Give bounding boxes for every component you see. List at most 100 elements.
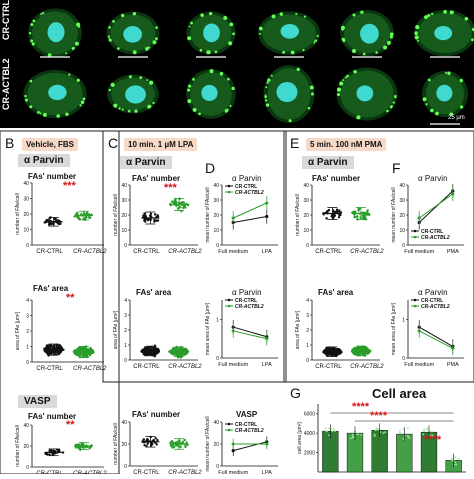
nucleus [203, 23, 220, 43]
focal-adhesion-dot [134, 109, 138, 113]
data-point-actbl2 [180, 201, 184, 205]
data-point-ctrl [143, 212, 146, 215]
y-tick-label: 4 [306, 298, 309, 304]
data-point-ctrl [332, 215, 335, 219]
y-tick-label: 0 [216, 464, 219, 470]
bar-point [454, 456, 456, 459]
bar-point [422, 433, 425, 436]
focal-adhesion-dot [302, 48, 305, 51]
series-point-actbl2 [417, 216, 422, 220]
focal-adhesion-dot [24, 94, 27, 98]
legend-label-ctrl: CR-CTRL [235, 298, 257, 304]
bar-point [334, 430, 336, 433]
micrograph-cell [336, 67, 398, 121]
focal-adhesion-dot [460, 105, 464, 109]
focal-adhesion-dot [282, 50, 286, 54]
focal-adhesion-dot [265, 99, 268, 102]
y-tick-label: 20 [23, 212, 29, 218]
focal-adhesion-dot [387, 42, 390, 45]
bar-point [430, 430, 433, 433]
focal-adhesion-dot [65, 52, 68, 55]
panel-b-frame [0, 130, 120, 475]
y-tick-label: 0 [124, 358, 127, 364]
protein-b-alpha: α Parvin [18, 154, 70, 167]
data-point-actbl2 [81, 352, 85, 356]
focal-adhesion-dot [264, 94, 267, 97]
y-axis-label: mean number of FAs/cell [205, 416, 211, 471]
series-point-actbl2 [417, 328, 422, 333]
y-axis-label: area of FAs [µm²] [295, 310, 301, 349]
micrograph-cell [414, 9, 474, 58]
focal-adhesion-dot [219, 71, 224, 76]
focal-adhesion-dot [108, 26, 111, 29]
y-tick-label: 30 [303, 198, 309, 204]
legend-label-ctrl: CR-CTRL [421, 229, 443, 235]
y-tick-label: 6000 [304, 412, 315, 418]
data-point-ctrl [336, 210, 339, 213]
legend-marker-actbl2 [228, 305, 231, 308]
data-point-ctrl [59, 222, 62, 225]
panel-letter-c: C [108, 135, 119, 151]
focal-adhesion-dot [449, 10, 454, 15]
y-tick-label: 30 [399, 198, 405, 204]
data-point-ctrl [335, 353, 339, 356]
y-tick-label: 20 [121, 213, 127, 219]
data-point-ctrl [329, 349, 332, 352]
focal-adhesion-dot [342, 79, 345, 82]
data-point-actbl2 [170, 200, 174, 204]
focal-adhesion-dot [232, 32, 235, 36]
data-point-actbl2 [84, 215, 88, 219]
series-point-actbl2 [231, 328, 236, 333]
series-line [233, 326, 267, 338]
focal-adhesion-dot [29, 79, 33, 83]
data-point-ctrl [152, 347, 156, 351]
bar-point [377, 427, 380, 430]
data-point-ctrl [151, 442, 154, 446]
nucleus [47, 22, 65, 43]
data-point-ctrl [334, 348, 337, 352]
data-point-ctrl [150, 351, 153, 355]
bar-point [384, 431, 387, 434]
data-point-ctrl [58, 351, 61, 354]
focal-adhesion-dot [65, 112, 69, 116]
y-axis-label: mean number of FAs/cell [391, 187, 397, 242]
focal-adhesion-dot [71, 47, 75, 50]
legend-label-actbl2: CR-ACTBL2 [421, 304, 450, 310]
x-label-actbl2: CR-ACTBL2 [168, 249, 202, 255]
micrograph-cell [106, 11, 160, 58]
nucleus [356, 85, 374, 102]
bar-point [351, 436, 354, 439]
focal-adhesion-dot [76, 78, 80, 82]
focal-adhesion-dot [344, 76, 347, 79]
focal-adhesion-dot [303, 15, 307, 18]
y-tick-label: 20 [399, 213, 405, 219]
focal-adhesion-dot [112, 19, 115, 23]
bar-point [375, 427, 378, 430]
data-point-actbl2 [367, 213, 371, 217]
focal-adhesion-dot [206, 50, 211, 55]
bar-point [326, 430, 328, 433]
legend-marker-actbl2 [228, 429, 231, 432]
y-tick-label: 40 [23, 181, 29, 187]
sig-g-1: **** [352, 401, 370, 413]
x-label-ctrl: CR-CTRL [133, 470, 160, 474]
y-tick-label: 2 [124, 328, 127, 334]
panel-letter-f: F [392, 160, 401, 176]
focal-adhesion-dot [422, 97, 427, 102]
y-tick-label: 20 [303, 213, 309, 219]
sig-c-number: *** [164, 182, 177, 194]
focal-adhesion-dot [147, 105, 151, 109]
x-label-ctrl: CR-CTRL [133, 364, 160, 370]
focal-adhesion-dot [117, 47, 120, 50]
x-label-actbl2: CR-ACTBL2 [350, 249, 384, 255]
focal-adhesion-dot [127, 109, 131, 113]
y-tick-label: 40 [213, 420, 219, 426]
y-tick-label: 30 [23, 197, 29, 203]
x-category-label: Full medium [218, 249, 248, 255]
data-point-ctrl [143, 444, 146, 447]
panel-letter-b: B [5, 135, 15, 151]
data-point-ctrl [154, 436, 157, 440]
focal-adhesion-dot [121, 108, 124, 111]
